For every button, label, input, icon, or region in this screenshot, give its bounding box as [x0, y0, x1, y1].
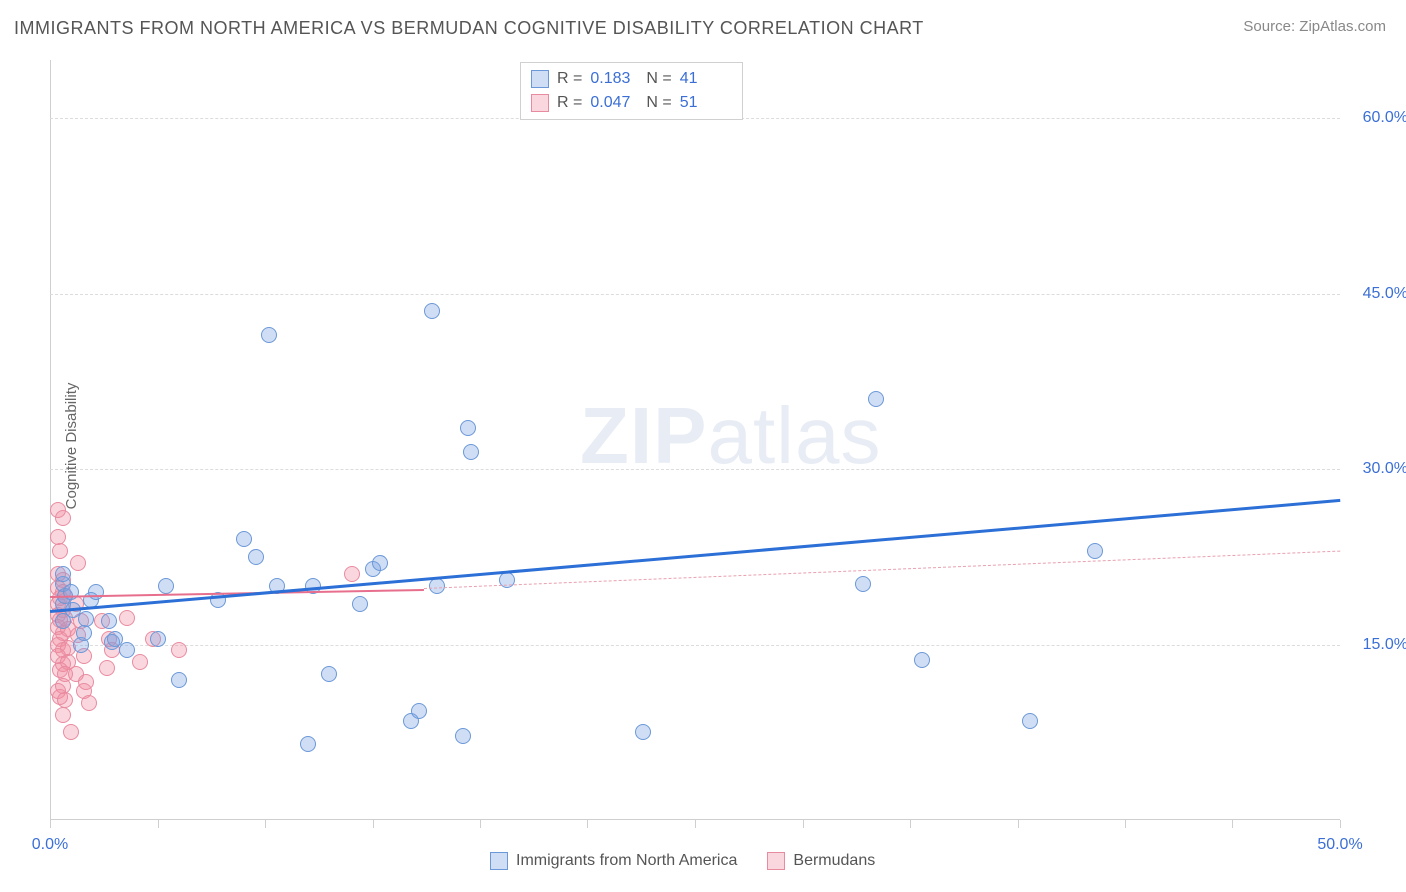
data-point-bm [99, 660, 115, 676]
legend-swatch [767, 852, 785, 870]
x-tick [910, 820, 911, 828]
data-point-na [463, 444, 479, 460]
data-point-bm [344, 566, 360, 582]
legend-n-label: N = [646, 70, 671, 88]
data-point-na [101, 613, 117, 629]
legend-r-label: R = [557, 94, 582, 112]
source-link[interactable]: ZipAtlas.com [1299, 18, 1386, 35]
data-point-na [1022, 713, 1038, 729]
x-tick [803, 820, 804, 828]
chart-title: IMMIGRANTS FROM NORTH AMERICA VS BERMUDA… [14, 18, 924, 39]
series-legend-item-bm: Bermudans [767, 852, 875, 870]
data-point-na [455, 728, 471, 744]
data-point-na [460, 420, 476, 436]
x-tick [373, 820, 374, 828]
data-point-na [424, 303, 440, 319]
legend-swatch [531, 94, 549, 112]
x-tick-label: 50.0% [1317, 836, 1362, 854]
series-legend: Immigrants from North America Bermudans [490, 852, 875, 870]
legend-r-label: R = [557, 70, 582, 88]
data-point-na [119, 642, 135, 658]
data-point-na [55, 566, 71, 582]
correlation-legend: R = 0.183 N = 41 R = 0.047 N = 51 [520, 62, 743, 120]
series-legend-label: Immigrants from North America [516, 852, 737, 870]
data-point-na [411, 703, 427, 719]
legend-swatch [531, 70, 549, 88]
data-point-bm [55, 707, 71, 723]
series-legend-label: Bermudans [793, 852, 875, 870]
source-attribution: Source: ZipAtlas.com [1243, 18, 1386, 35]
y-tick-label: 45.0% [1363, 285, 1406, 303]
data-point-bm [63, 724, 79, 740]
legend-row-bm: R = 0.047 N = 51 [531, 91, 728, 115]
legend-r-value: 0.047 [590, 94, 638, 112]
x-tick [158, 820, 159, 828]
data-point-na [429, 578, 445, 594]
data-point-bm [119, 610, 135, 626]
data-point-na [868, 391, 884, 407]
data-point-na [236, 531, 252, 547]
data-point-na [352, 596, 368, 612]
x-tick [1125, 820, 1126, 828]
y-tick-label: 60.0% [1363, 109, 1406, 127]
data-point-na [261, 327, 277, 343]
legend-n-value: 51 [680, 94, 728, 112]
data-point-na [635, 724, 651, 740]
gridline [50, 294, 1340, 295]
data-point-bm [57, 692, 73, 708]
data-point-bm [171, 642, 187, 658]
data-point-bm [81, 695, 97, 711]
trend-line [50, 498, 1340, 612]
data-point-na [88, 584, 104, 600]
watermark: ZIPatlas [580, 390, 881, 482]
data-point-na [158, 578, 174, 594]
data-point-na [171, 672, 187, 688]
data-point-na [1087, 543, 1103, 559]
watermark-zip: ZIP [580, 391, 707, 480]
x-tick [695, 820, 696, 828]
legend-n-value: 41 [680, 70, 728, 88]
data-point-bm [70, 555, 86, 571]
data-point-na [855, 576, 871, 592]
x-tick [50, 820, 51, 828]
data-point-bm [52, 543, 68, 559]
legend-r-value: 0.183 [590, 70, 638, 88]
trend-line [424, 551, 1340, 589]
y-axis [50, 60, 51, 820]
legend-swatch [490, 852, 508, 870]
data-point-na [321, 666, 337, 682]
data-point-na [107, 631, 123, 647]
x-tick [480, 820, 481, 828]
data-point-bm [55, 510, 71, 526]
watermark-atlas: atlas [707, 391, 881, 480]
data-point-na [300, 736, 316, 752]
y-tick-label: 15.0% [1363, 636, 1406, 654]
x-tick [1232, 820, 1233, 828]
source-label: Source: [1243, 18, 1295, 35]
series-legend-item-na: Immigrants from North America [490, 852, 737, 870]
data-point-na [150, 631, 166, 647]
x-tick [265, 820, 266, 828]
data-point-na [499, 572, 515, 588]
data-point-na [914, 652, 930, 668]
plot-area: ZIPatlas 15.0%30.0%45.0%60.0%0.0%50.0% [50, 60, 1340, 820]
data-point-na [372, 555, 388, 571]
y-tick-label: 30.0% [1363, 460, 1406, 478]
x-tick [587, 820, 588, 828]
data-point-na [76, 625, 92, 641]
gridline [50, 469, 1340, 470]
x-tick [1018, 820, 1019, 828]
data-point-na [248, 549, 264, 565]
legend-n-label: N = [646, 94, 671, 112]
data-point-na [78, 611, 94, 627]
x-tick-label: 0.0% [32, 836, 68, 854]
data-point-bm [132, 654, 148, 670]
gridline [50, 645, 1340, 646]
legend-row-na: R = 0.183 N = 41 [531, 67, 728, 91]
x-tick [1340, 820, 1341, 828]
